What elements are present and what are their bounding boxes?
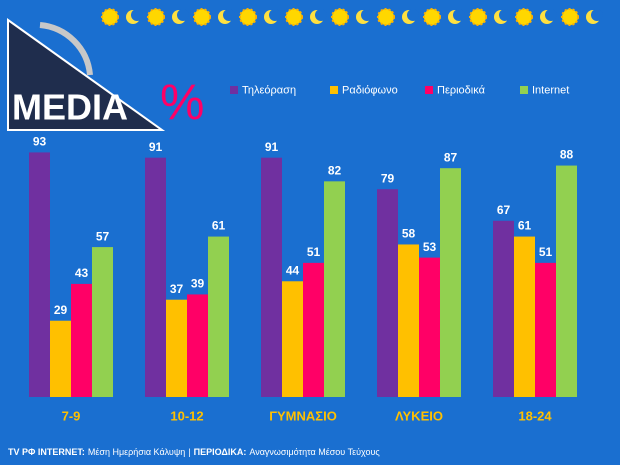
moon-shade: [499, 9, 511, 21]
moon-shade: [177, 9, 189, 21]
value-label: 67: [497, 203, 511, 217]
value-label: 79: [381, 171, 395, 185]
sun: [331, 8, 349, 26]
value-label: 44: [286, 263, 300, 277]
x-tick-label: ΓΥΜΝΑΣΙΟ: [269, 408, 337, 423]
footer-part: TV ΡΦ INTERNET:: [8, 447, 85, 457]
legend-swatch: [330, 86, 338, 94]
x-tick-label: ΛΥΚΕΙΟ: [395, 408, 443, 423]
bar: [145, 157, 166, 397]
bar: [303, 262, 324, 397]
legend-label: Ραδιόφωνο: [342, 84, 398, 96]
bar: [261, 157, 282, 397]
x-tick-label: 18-24: [518, 408, 552, 423]
value-label: 53: [423, 240, 437, 254]
moon-shade: [223, 9, 235, 21]
sun: [285, 8, 303, 26]
bar: [29, 152, 50, 397]
x-tick-label: 10-12: [170, 408, 203, 423]
bar: [71, 283, 92, 397]
sun: [561, 8, 579, 26]
bar: [535, 262, 556, 397]
bar: [166, 299, 187, 397]
value-label: 91: [265, 140, 279, 154]
value-label: 82: [328, 164, 342, 178]
sun: [469, 8, 487, 26]
sun-row: [101, 8, 603, 26]
bar: [208, 236, 229, 397]
sun: [377, 8, 395, 26]
sun: [515, 8, 533, 26]
value-label: 93: [33, 135, 47, 149]
chart-title: MEDIA: [12, 87, 128, 128]
protractor: [39, 22, 93, 76]
bar: [514, 236, 535, 397]
bar: [187, 294, 208, 397]
moon-shade: [453, 9, 465, 21]
percent-sign: %: [160, 74, 204, 130]
value-label: 51: [307, 245, 321, 259]
sun: [239, 8, 257, 26]
bar: [419, 257, 440, 397]
bar: [440, 168, 461, 397]
footer-part: Μέση Ημερήσια Κάλυψη: [88, 447, 185, 457]
x-tick-label: 7-9: [62, 408, 81, 423]
value-label: 91: [149, 140, 163, 154]
footer: TV ΡΦ INTERNET: Μέση Ημερήσια Κάλυψη | ΠΕΡΙ…: [8, 447, 380, 457]
footer-part: |: [188, 447, 190, 457]
legend-swatch: [520, 86, 528, 94]
value-label: 43: [75, 266, 89, 280]
moon-shade: [131, 9, 143, 21]
value-label: 51: [539, 245, 553, 259]
legend-swatch: [425, 86, 433, 94]
legend-label: Περιοδικά: [437, 84, 486, 96]
legend-swatch: [230, 86, 238, 94]
value-label: 29: [54, 303, 68, 317]
logo-triangle: [7, 18, 166, 131]
sun: [101, 8, 119, 26]
value-label: 39: [191, 277, 205, 291]
value-label: 87: [444, 150, 458, 164]
bar: [493, 220, 514, 397]
moon-shade: [269, 9, 281, 21]
bar: [92, 247, 113, 397]
footer-part: Αναγνωσιμότητα Μέσου Τεύχους: [249, 447, 380, 457]
moon-shade: [591, 9, 603, 21]
moon-shade: [407, 9, 419, 21]
sun: [423, 8, 441, 26]
value-label: 61: [518, 219, 532, 233]
sun: [193, 8, 211, 26]
moon-shade: [315, 9, 327, 21]
legend-label: Internet: [532, 84, 569, 96]
value-label: 57: [96, 229, 110, 243]
legend-label: Τηλεόραση: [242, 84, 296, 96]
bar: [398, 244, 419, 397]
moon-shade: [545, 9, 557, 21]
value-label: 88: [560, 148, 574, 162]
sun: [147, 8, 165, 26]
value-label: 37: [170, 282, 184, 296]
bar: [50, 320, 71, 397]
bar: [556, 165, 577, 397]
bar: [377, 189, 398, 397]
value-label: 61: [212, 219, 226, 233]
value-label: 58: [402, 227, 416, 241]
footer-part: ΠΕΡΙΟΔΙΚΑ:: [194, 447, 247, 457]
bar: [282, 281, 303, 397]
moon-shade: [361, 9, 373, 21]
bar: [324, 181, 345, 397]
